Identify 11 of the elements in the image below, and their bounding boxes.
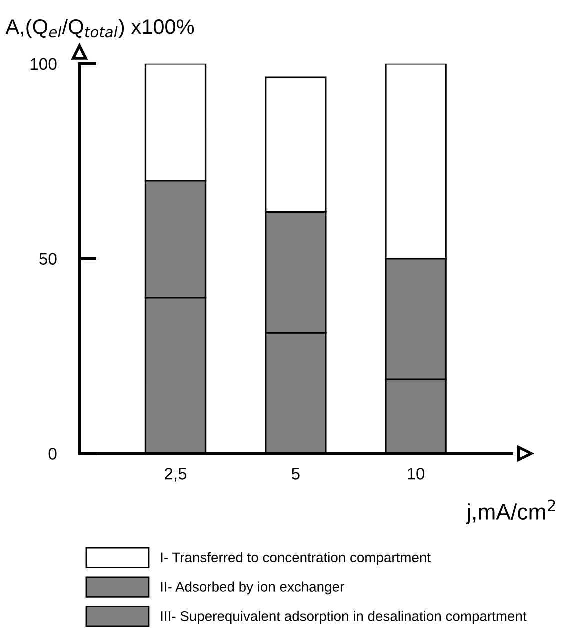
x-tick-label: 5 bbox=[292, 468, 300, 480]
x-tick-label: 2,5 bbox=[165, 468, 187, 482]
y-tick-label: 100 bbox=[30, 58, 57, 70]
legend-label: III- Superequivalent adsorption in desalination compartment bbox=[161, 611, 527, 624]
legend-label: I- Transferred to concentration compartment bbox=[161, 552, 431, 566]
x-tick-label: 10 bbox=[408, 468, 425, 480]
legend-label: II- Adsorbed by ion exchanger bbox=[161, 582, 344, 595]
y-axis-title: A,(Q$_{el}$/Q$_{total}$) x100% bbox=[6, 18, 194, 38]
y-tick-label: 50 bbox=[40, 253, 57, 265]
y-tick-label: 0 bbox=[48, 448, 57, 460]
x-axis-title: j,mA/cm$^{2}$ bbox=[466, 500, 556, 524]
